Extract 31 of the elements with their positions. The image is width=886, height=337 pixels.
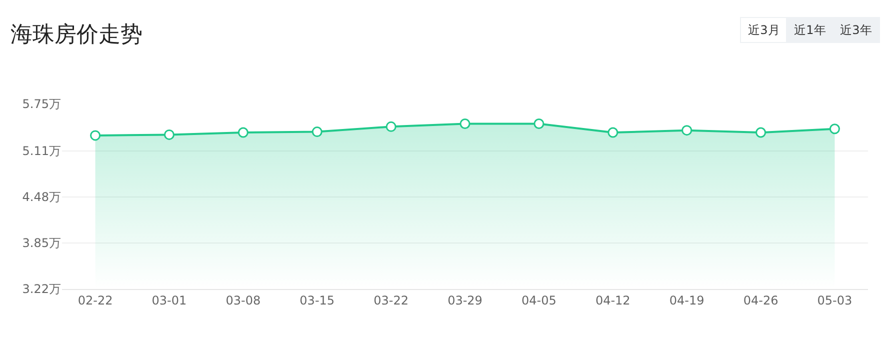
text: 近3年 — [840, 23, 872, 37]
x-tick-label: 04-26 — [743, 293, 778, 308]
point — [386, 121, 396, 132]
text: 近3月 — [748, 23, 780, 37]
x-tick-label: 04-12 — [595, 293, 630, 308]
x-tick-label: 02-22 — [78, 293, 113, 308]
point — [164, 129, 174, 140]
x-tick-label: 03-22 — [374, 293, 408, 308]
chart-title: 海珠房价走势 — [10, 22, 143, 48]
point — [312, 126, 322, 138]
point — [608, 127, 618, 138]
point — [829, 124, 840, 134]
point — [460, 118, 470, 129]
x-tick-label: 04-19 — [669, 293, 704, 308]
x-tick-label: 05-03 — [817, 293, 852, 308]
point — [90, 130, 101, 141]
point — [534, 118, 544, 129]
x-tick-label: 03-08 — [226, 293, 261, 308]
y-tick-label: 4.48万 — [22, 190, 61, 204]
y-tick-label: 5.11万 — [22, 144, 61, 158]
x-tick-label: 04-05 — [522, 293, 556, 308]
x-tick-label: 03-29 — [448, 293, 482, 308]
y-tick-label: 5.75万 — [22, 97, 61, 112]
y-tick-label: 3.85万 — [22, 236, 61, 250]
x-tick-label: 03-15 — [300, 293, 335, 308]
y-tick-label: 3.22万 — [22, 282, 61, 296]
text: 近1年 — [794, 23, 826, 37]
x-tick-label: 03-01 — [152, 293, 187, 308]
point — [238, 127, 248, 138]
point — [682, 125, 692, 136]
point — [756, 127, 766, 138]
